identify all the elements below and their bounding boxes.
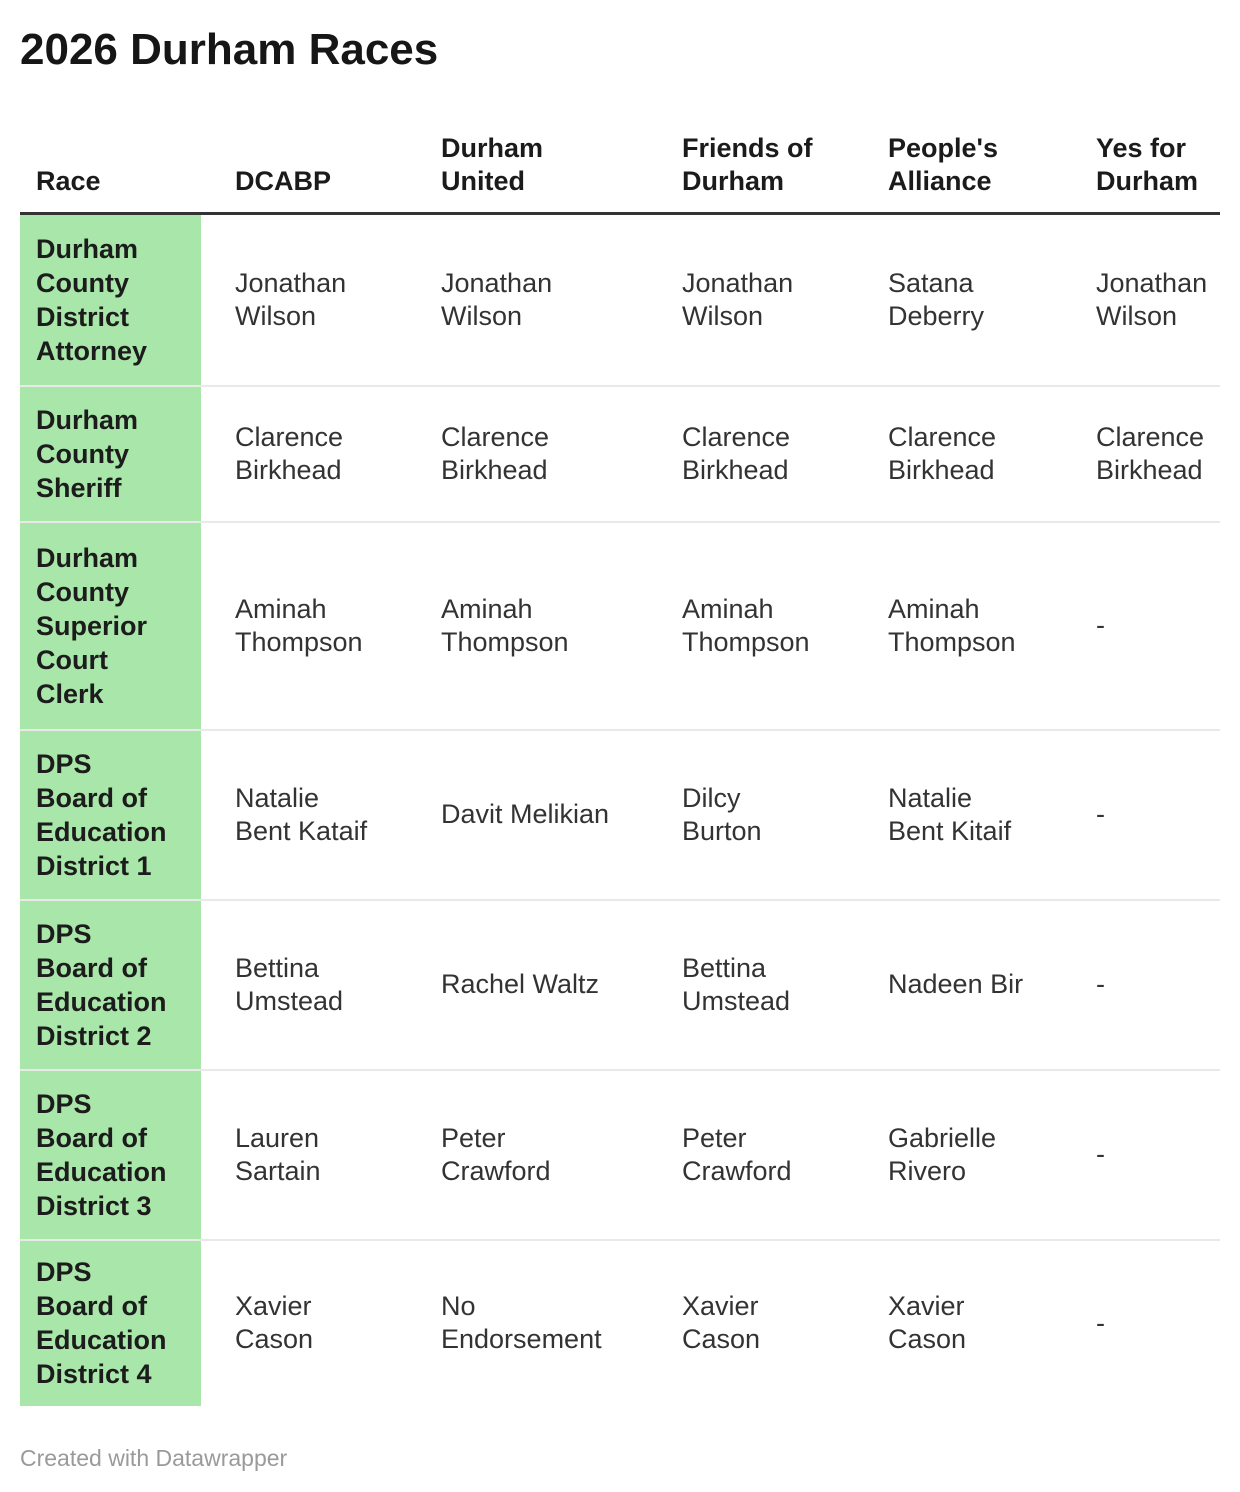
column-header-friends-of-durham: Friends of Durham [648,92,854,215]
endorsement-cell: Dilcy Burton [648,728,854,900]
race-label: DPS Board of Education District 4 [20,1238,201,1406]
endorsement-cell: Clarence Birkhead [648,384,854,522]
endorsement-cell: Natalie Bent Kitaif [854,728,1062,900]
races-table: Race DCABP Durham United Friends of Durh… [20,92,1220,1406]
table-row: DPS Board of Education District 4 Xavier… [20,1238,1220,1406]
table-row: Durham County Sheriff Clarence Birkhead … [20,384,1220,522]
column-header-yes-for-durham: Yes for Durham [1062,92,1220,215]
endorsement-cell: Lauren Sartain [201,1068,407,1240]
endorsement-cell: - [1062,1068,1220,1240]
table-row: Durham County Superior Court Clerk Amina… [20,520,1220,730]
endorsement-cell: Aminah Thompson [407,520,648,730]
endorsement-cell: - [1062,1238,1220,1406]
race-label: DPS Board of Education District 2 [20,898,201,1070]
endorsement-cell: Xavier Cason [201,1238,407,1406]
column-header-peoples-alliance: People's Alliance [854,92,1062,215]
endorsement-cell: Bettina Umstead [201,898,407,1070]
race-label: Durham County Superior Court Clerk [20,520,201,730]
table-row: Durham County District Attorney Jonathan… [20,213,1220,386]
endorsement-cell: Aminah Thompson [201,520,407,730]
race-label: Durham County District Attorney [20,213,201,386]
endorsement-cell: Clarence Birkhead [1062,384,1220,522]
endorsement-cell: Aminah Thompson [854,520,1062,730]
table-row: DPS Board of Education District 2 Bettin… [20,898,1220,1070]
endorsement-cell: Xavier Cason [648,1238,854,1406]
endorsement-cell: Nadeen Bir [854,898,1062,1070]
endorsement-cell: Bettina Umstead [648,898,854,1070]
endorsement-cell: - [1062,728,1220,900]
endorsement-cell: Jonathan Wilson [235,267,347,331]
endorsement-cell: Clarence Birkhead [854,384,1062,522]
endorsement-cell: No Endorsement [407,1238,648,1406]
table-body: Durham County District Attorney Jonathan… [20,213,1220,1406]
endorsement-cell: - [1062,898,1220,1070]
endorsement-cell: Peter Crawford [648,1068,854,1240]
table-row: DPS Board of Education District 3 Lauren… [20,1068,1220,1240]
table-row: DPS Board of Education District 1 Natali… [20,728,1220,900]
table-header: Race DCABP Durham United Friends of Durh… [20,92,1220,215]
column-header-durham-united: Durham United [407,92,648,215]
endorsement-cell: Clarence Birkhead [201,384,407,522]
endorsement-cell: Natalie Bent Kataif [201,728,407,900]
endorsement-cell: Xavier Cason [854,1238,1062,1406]
endorsement-cell: Jonathan Wilson [682,267,794,331]
column-header-dcabp: DCABP [201,92,407,215]
endorsement-cell: Aminah Thompson [648,520,854,730]
endorsement-cell: Davit Melikian [407,728,648,900]
endorsement-cell: Jonathan Wilson [1096,267,1208,331]
column-header-race: Race [20,92,201,215]
endorsement-cell: Gabrielle Rivero [854,1068,1062,1240]
endorsement-cell: Rachel Waltz [407,898,648,1070]
endorsement-cell: Clarence Birkhead [407,384,648,522]
footer-credit: Created with Datawrapper [20,1444,288,1471]
endorsement-cell: - [1062,520,1220,730]
race-label: Durham County Sheriff [20,384,201,522]
page-title: 2026 Durham Races [20,25,439,74]
race-label: DPS Board of Education District 3 [20,1068,201,1240]
endorsement-cell: Jonathan Wilson [441,267,553,331]
header-row: Race DCABP Durham United Friends of Durh… [20,92,1220,215]
endorsement-cell: Satana Deberry [888,267,985,331]
endorsement-cell: Peter Crawford [407,1068,648,1240]
race-label: DPS Board of Education District 1 [20,728,201,900]
